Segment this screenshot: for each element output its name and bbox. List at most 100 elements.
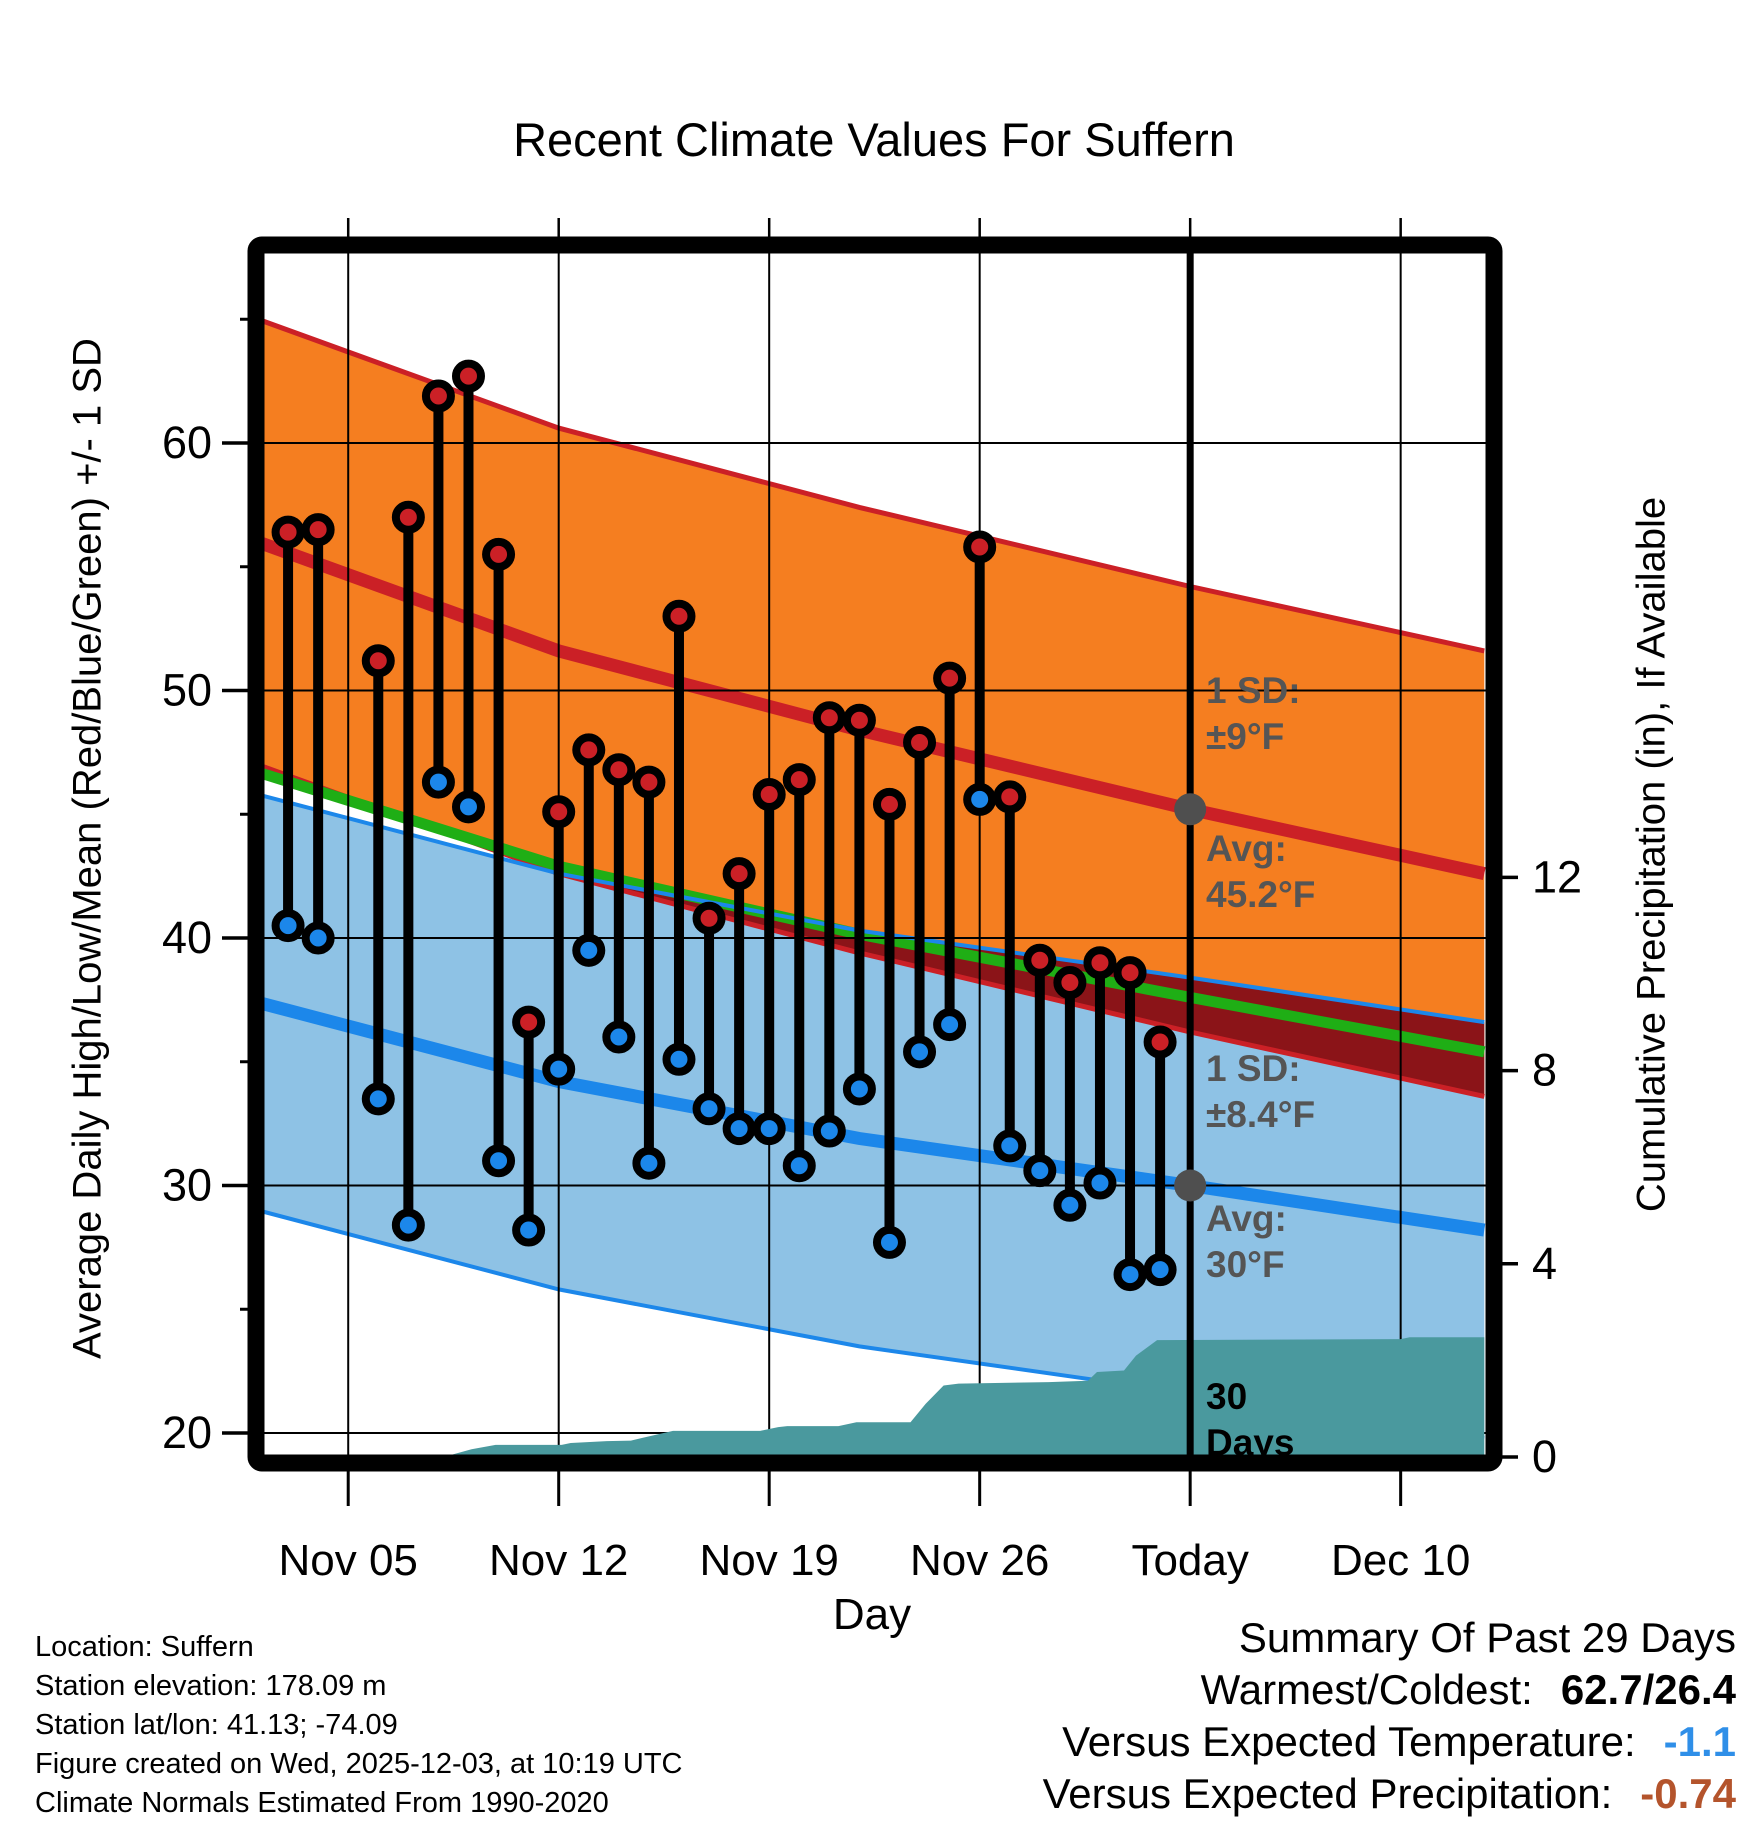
y-right-tick-label: 4	[1532, 1238, 1557, 1289]
high-dot-nov-26	[963, 530, 997, 564]
high-dot-nov-16	[662, 599, 696, 633]
high-dot-nov-18	[722, 857, 756, 891]
high-dot-nov-20	[782, 763, 816, 797]
annotation-high-sd: 1 SD: ±9°F	[1206, 670, 1301, 757]
band-overlap-wedge	[558, 873, 1485, 1097]
summary-panel: Summary Of Past 29 Days Warmest/Coldest:…	[1043, 1612, 1736, 1820]
high-dot-nov-19	[752, 777, 786, 811]
low-dot-nov-06	[361, 1082, 395, 1116]
low-dot-nov-03	[271, 909, 305, 943]
y-left-tick-label: 20	[162, 1407, 212, 1458]
x-axis-title: Day	[832, 1590, 912, 1639]
x-tick-label: Nov 26	[910, 1536, 1049, 1585]
low-dot-nov-29	[1053, 1188, 1087, 1222]
y-left-tick-label: 30	[162, 1160, 212, 1211]
low-dot-nov-12	[542, 1052, 576, 1086]
low-dot-nov-04	[301, 921, 335, 955]
low-dot-nov-28	[1023, 1154, 1057, 1188]
low-dot-nov-09	[451, 790, 485, 824]
summary-value: -0.74	[1640, 1770, 1736, 1817]
x-tick-label: Nov 19	[699, 1536, 838, 1585]
low-dot-dec-02	[1143, 1253, 1177, 1287]
high-dot-nov-06	[361, 644, 395, 678]
high-dot-nov-13	[572, 733, 606, 767]
high-dot-nov-25	[933, 661, 967, 695]
figure-created: Figure created on Wed, 2025-12-03, at 10…	[35, 1748, 683, 1780]
summary-row-vs-temperature: Versus Expected Temperature: -1.1	[1043, 1716, 1736, 1768]
low-dot-dec-01	[1113, 1258, 1147, 1292]
high-dot-nov-14	[602, 753, 636, 787]
high-dot-nov-09	[451, 359, 485, 393]
summary-value: 62.7/26.4	[1560, 1666, 1736, 1713]
low-dot-nov-24	[903, 1035, 937, 1069]
low-dot-nov-23	[872, 1225, 906, 1259]
high-dot-nov-29	[1053, 966, 1087, 1000]
low-dot-nov-10	[482, 1144, 516, 1178]
high-dot-nov-04	[301, 513, 335, 547]
station-info: Location: Suffern Station elevation: 178…	[35, 1628, 683, 1823]
high-dot-nov-21	[812, 701, 846, 735]
low-normal-band	[264, 796, 1485, 1438]
low-dot-nov-18	[722, 1112, 756, 1146]
x-tick-label: Nov 12	[489, 1536, 628, 1585]
low-dot-nov-17	[692, 1092, 726, 1126]
avg-low-line	[264, 997, 1486, 1237]
high-dot-nov-30	[1083, 946, 1117, 980]
low-dot-nov-11	[512, 1213, 546, 1247]
low-dot-nov-25	[933, 1008, 967, 1042]
high-dot-nov-07	[391, 500, 425, 534]
station-elevation: Station elevation: 178.09 m	[35, 1670, 387, 1702]
low-dot-nov-21	[812, 1114, 846, 1148]
high-dot-nov-08	[421, 379, 455, 413]
y-right-tick-label: 0	[1532, 1431, 1557, 1482]
summary-label: Versus Expected Precipitation:	[1042, 1770, 1613, 1817]
low-dot-nov-16	[662, 1042, 696, 1076]
high-dot-nov-23	[872, 787, 906, 821]
low-dot-nov-22	[842, 1072, 876, 1106]
high-dot-dec-02	[1143, 1025, 1177, 1059]
x-tick-label: Today	[1131, 1536, 1248, 1585]
y-left-tick-label: 50	[162, 665, 212, 716]
high-dot-nov-10	[482, 537, 516, 571]
y-left-tick-label: 60	[162, 417, 212, 468]
station-location: Location: Suffern	[35, 1631, 254, 1663]
today-avg-high-marker	[1174, 793, 1207, 826]
annotation-high-avg: Avg: 45.2°F	[1206, 828, 1316, 915]
high-dot-nov-15	[632, 765, 666, 799]
summary-row-warmest-coldest: Warmest/Coldest: 62.7/26.4	[1043, 1664, 1736, 1716]
low-dot-nov-08	[421, 765, 455, 799]
page-title: Recent Climate Values For Suffern	[513, 113, 1235, 166]
daily-temperature-stems	[271, 359, 1177, 1292]
low-dot-nov-30	[1083, 1166, 1117, 1200]
summary-value: -1.1	[1663, 1718, 1736, 1765]
low-dot-nov-20	[782, 1149, 816, 1183]
low-dot-nov-13	[572, 933, 606, 967]
high-dot-nov-17	[692, 901, 726, 935]
high-dot-nov-28	[1023, 943, 1057, 977]
plot-area	[264, 253, 1486, 1455]
high-dot-nov-12	[542, 795, 576, 829]
low-dot-nov-15	[632, 1146, 666, 1180]
y-right-tick-label: 8	[1532, 1045, 1557, 1096]
y-right-tick-label: 12	[1532, 851, 1582, 902]
high-dot-nov-22	[842, 703, 876, 737]
high-normal-band	[264, 321, 1485, 1097]
y-left-tick-label: 40	[162, 912, 212, 963]
summary-heading: Summary Of Past 29 Days	[1238, 1614, 1736, 1661]
high-dot-nov-27	[993, 780, 1027, 814]
low-dot-nov-19	[752, 1112, 786, 1146]
y-axis-left-title: Average Daily High/Low/Mean (Red/Blue/Gr…	[65, 338, 110, 1359]
plot-border	[247, 236, 1503, 1472]
low-dot-nov-07	[391, 1208, 425, 1242]
today-avg-low-marker	[1174, 1169, 1207, 1202]
high-dot-dec-01	[1113, 956, 1147, 990]
x-tick-label: Nov 05	[278, 1536, 417, 1585]
high-band-upper-edge	[264, 318, 1485, 654]
annotation-window-30-days: 30 Days	[1206, 1376, 1295, 1463]
high-dot-nov-03	[271, 515, 305, 549]
station-latlon: Station lat/lon: 41.13; -74.09	[35, 1709, 398, 1741]
low-dot-nov-14	[602, 1020, 636, 1054]
x-tick-label: Dec 10	[1331, 1536, 1470, 1585]
annotation-low-avg: Avg: 30°F	[1206, 1198, 1287, 1285]
